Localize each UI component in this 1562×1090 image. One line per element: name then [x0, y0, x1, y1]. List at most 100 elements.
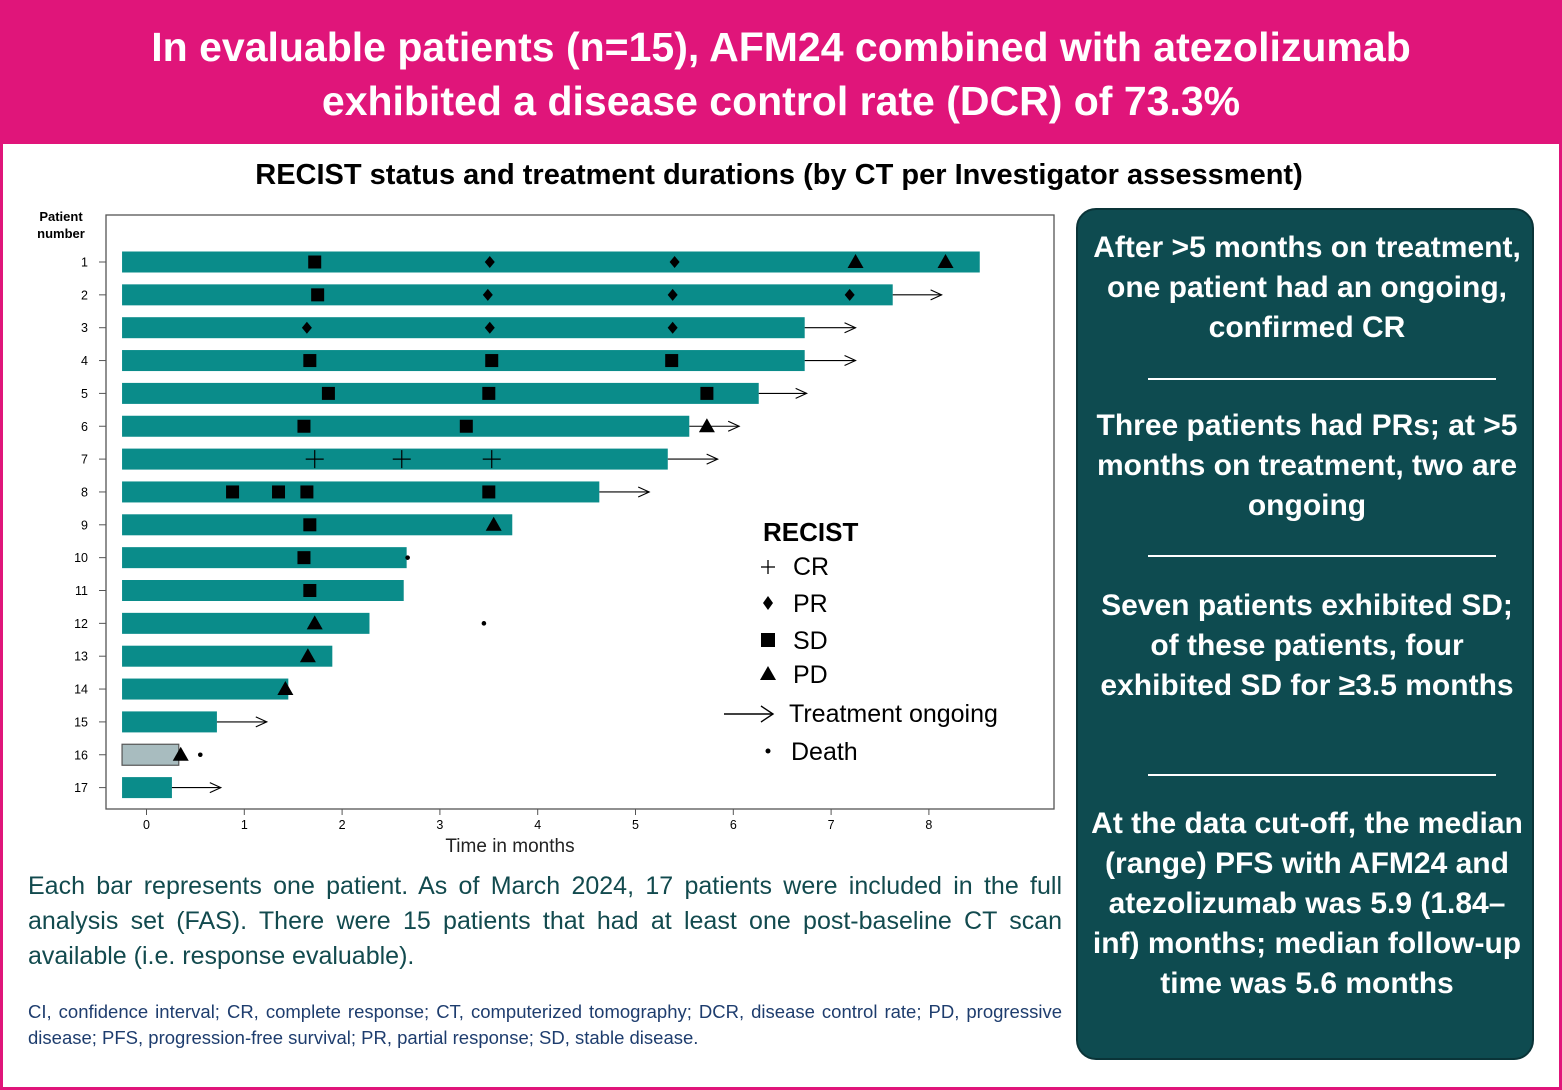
chart-title: RECIST status and treatment durations (b… — [255, 159, 1303, 191]
ongoing-arrowhead — [844, 322, 857, 334]
chart-caption: Each bar represents one patient. As of M… — [28, 872, 1062, 970]
marker-pd — [937, 254, 954, 268]
abbreviations-footnote: CI, confidence interval; CR, complete re… — [28, 1001, 1062, 1048]
bar-patient-3 — [122, 317, 805, 339]
ongoing-arrowhead — [637, 486, 651, 498]
marker-death — [197, 752, 203, 758]
marker-sd — [297, 419, 311, 433]
y-tick-label: 11 — [75, 584, 88, 598]
marker-sd — [226, 485, 240, 499]
y-tick-label: 7 — [81, 453, 88, 467]
marker-pd — [172, 746, 189, 761]
y-tick-label: 2 — [81, 288, 88, 302]
ongoing-arrowhead — [930, 289, 943, 301]
y-tick-label: 14 — [74, 683, 88, 697]
bar-patient-14 — [122, 678, 289, 700]
legend-pr-symbol — [763, 596, 773, 610]
marker-pr — [482, 288, 493, 301]
marker-sd — [482, 386, 496, 400]
y-tick-label: 9 — [81, 518, 88, 532]
bar-patient-17 — [122, 777, 172, 799]
y-tick-label: 5 — [81, 387, 88, 401]
legend-label-sd: SD — [793, 627, 828, 655]
y-tick-label: 13 — [74, 650, 88, 664]
ongoing-arrowhead — [209, 782, 223, 794]
y-tick-label: 16 — [74, 748, 88, 762]
finding-pr: Three patients had PRs; at >5 months on … — [1096, 409, 1518, 522]
marker-death — [481, 621, 487, 626]
marker-sd — [482, 485, 496, 499]
bar-patient-11 — [122, 580, 404, 601]
x-tick-label: 6 — [730, 818, 737, 832]
x-tick-label: 5 — [632, 818, 639, 832]
y-tick-label: 6 — [81, 420, 88, 434]
legend-title: RECIST — [763, 517, 858, 547]
y-axis-label: Patient number — [37, 209, 85, 241]
bar-patient-4 — [122, 350, 805, 372]
marker-sd — [485, 354, 499, 368]
y-tick-label: 1 — [81, 256, 88, 270]
marker-pr — [484, 256, 495, 268]
ongoing-arrowhead — [844, 355, 857, 367]
page-title: In evaluable patients (n=15), AFM24 comb… — [151, 23, 1411, 124]
marker-sd — [700, 386, 714, 400]
marker-sd — [272, 485, 286, 499]
marker-sd — [303, 518, 317, 532]
marker-pr — [301, 321, 312, 334]
marker-pr — [484, 321, 495, 334]
x-tick-label: 8 — [925, 818, 932, 832]
marker-sd — [297, 551, 311, 565]
y-tick-label: 4 — [81, 354, 88, 368]
marker-pd — [698, 418, 715, 433]
marker-sd — [459, 419, 473, 433]
marker-pr — [844, 288, 855, 301]
finding-pfs: At the data cut-off, the median (range) … — [1091, 807, 1523, 1000]
x-tick-label: 7 — [828, 818, 835, 832]
bar-patient-1 — [122, 251, 980, 273]
legend-label-death: Death — [791, 738, 858, 766]
header-banner: In evaluable patients (n=15), AFM24 comb… — [3, 3, 1559, 144]
swimmer-chart: Patient number 1 2 3 4 5 6 7 8 9 10 11 12 13 14 15 16 17 0 1… — [23, 203, 1063, 868]
y-tick-label: 12 — [74, 617, 88, 631]
y-tick-label: 10 — [74, 551, 88, 565]
x-tick-label: 4 — [534, 818, 541, 832]
marker-sd — [303, 584, 317, 597]
ongoing-arrowhead — [706, 453, 719, 465]
legend-sd-symbol — [761, 633, 775, 647]
y-tick-label: 8 — [81, 485, 88, 499]
marker-sd — [308, 255, 322, 269]
marker-pd — [299, 648, 316, 663]
y-tick-label: 15 — [74, 715, 88, 729]
bar-patient-5 — [122, 382, 759, 404]
x-tick-label: 1 — [241, 818, 248, 832]
ongoing-arrowhead — [795, 387, 808, 399]
marker-pr — [669, 256, 680, 268]
bar-patient-13 — [122, 645, 333, 667]
legend-pd-symbol — [760, 666, 776, 680]
plot-frame — [105, 214, 1055, 810]
marker-pd — [306, 615, 323, 630]
bar-patient-15 — [122, 711, 217, 733]
legend-label-cr: CR — [793, 553, 829, 581]
panel-divider — [1148, 555, 1496, 557]
bar-patient-9 — [122, 514, 513, 536]
marker-pd — [277, 681, 294, 696]
marker-pd — [847, 254, 864, 268]
marker-death — [405, 555, 410, 560]
marker-pd — [485, 516, 502, 531]
marker-sd — [300, 485, 314, 499]
x-tick-label: 0 — [143, 818, 150, 832]
panel-divider — [1148, 378, 1496, 380]
marker-pr — [667, 288, 678, 301]
marker-sd — [321, 386, 335, 400]
bar-patient-10 — [122, 547, 407, 569]
bar-patient-6 — [122, 415, 690, 437]
x-tick-label: 3 — [436, 818, 443, 832]
legend-death-symbol — [765, 748, 771, 754]
marker-sd — [303, 354, 317, 368]
bar-patient-12 — [122, 612, 370, 634]
marker-sd — [311, 288, 325, 302]
legend-arrow-symbol — [760, 705, 775, 723]
finding-sd: Seven patients exhibited SD; of these pa… — [1100, 589, 1514, 702]
